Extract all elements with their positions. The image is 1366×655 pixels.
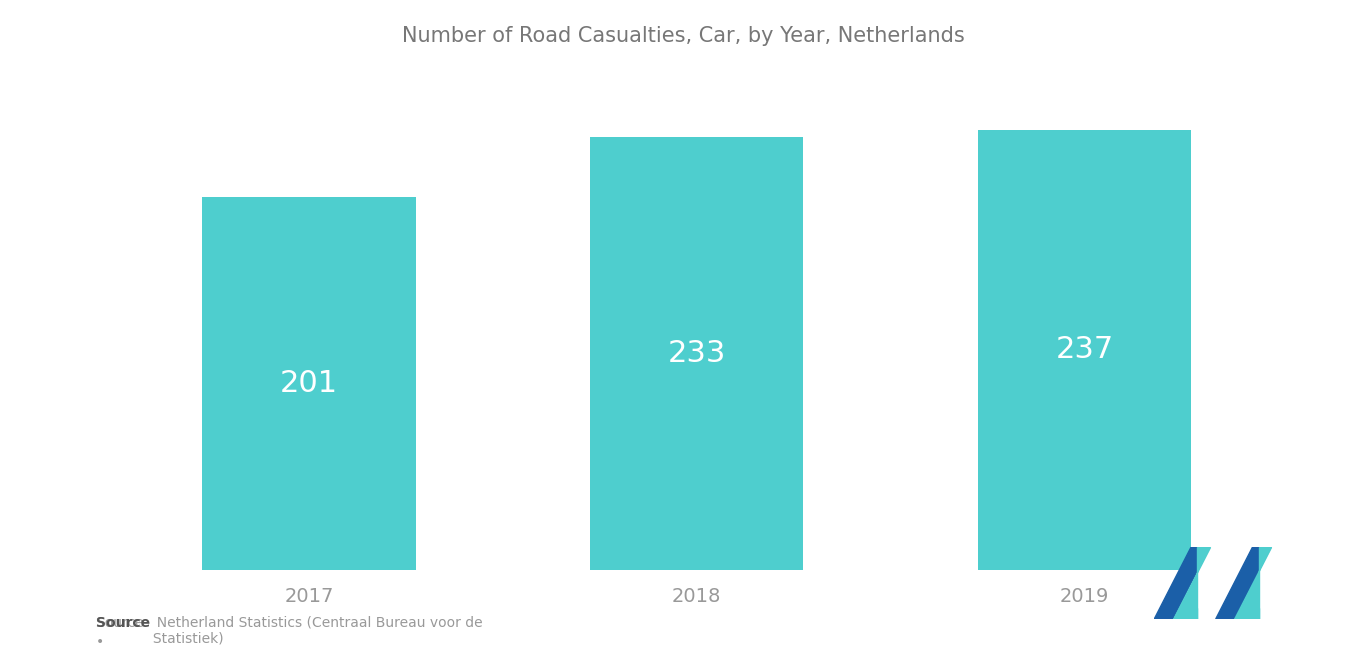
Bar <box>590 137 803 570</box>
Polygon shape <box>1154 547 1210 619</box>
Text: 233: 233 <box>668 339 725 368</box>
Text: •: • <box>96 635 104 649</box>
Text: 237: 237 <box>1056 335 1113 364</box>
Polygon shape <box>1233 547 1270 619</box>
Polygon shape <box>1172 608 1197 619</box>
Bar <box>978 130 1191 570</box>
Polygon shape <box>1233 608 1258 619</box>
Text: Source   Netherland Statistics (Centraal Bureau voor de
             Statistiek): Source Netherland Statistics (Centraal B… <box>96 616 482 646</box>
Text: Number of Road Casualties, Car, by Year, Netherlands: Number of Road Casualties, Car, by Year,… <box>402 26 964 47</box>
Polygon shape <box>1172 547 1210 619</box>
Polygon shape <box>1216 547 1270 619</box>
Text: 201: 201 <box>280 369 337 398</box>
Text: Source: Source <box>96 616 150 629</box>
Bar <box>202 196 415 570</box>
